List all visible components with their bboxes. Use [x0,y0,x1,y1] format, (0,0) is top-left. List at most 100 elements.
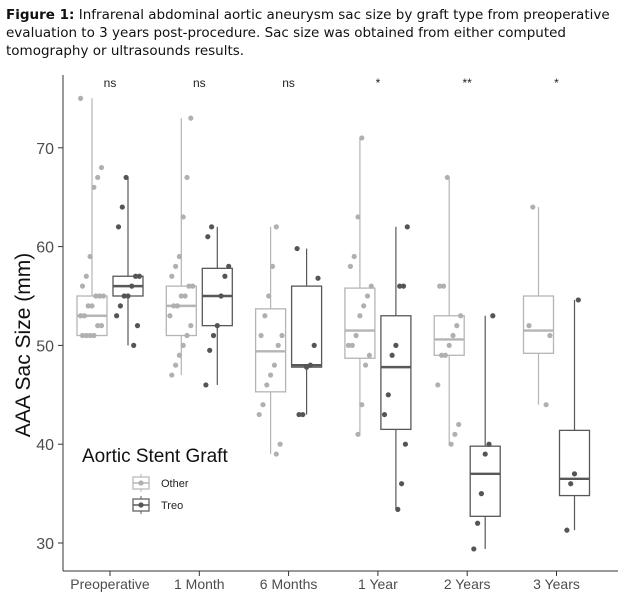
data-point-treo [129,283,135,289]
data-point-other [188,323,194,329]
data-point-other [97,293,103,299]
data-point-treo [304,364,310,370]
data-point-other [353,332,359,339]
data-point-treo [125,293,131,299]
box-other [254,226,287,455]
legend-entry-label: Treo [161,500,183,512]
legend-entry-other: Other [132,474,189,492]
data-point-other [190,283,196,289]
data-point-treo [296,411,302,418]
data-point-other [440,283,447,289]
data-point-other [359,402,365,408]
data-point-other [264,382,270,388]
data-point-other [359,135,365,141]
data-point-other [269,263,276,269]
data-point-treo [222,273,228,279]
box-treo [469,315,501,549]
data-point-other [444,174,450,181]
data-point-other [349,342,355,348]
boxes-layer [76,98,591,549]
data-point-other [275,342,281,348]
data-point-treo [471,546,477,552]
data-point-treo [294,245,300,252]
points-layer [78,95,581,552]
data-point-other [279,332,285,339]
significance-label: ** [463,76,473,90]
box-iqr [558,429,591,497]
data-point-treo [315,275,321,281]
x-tick-label: 1 Year [358,576,398,592]
data-point-other [180,342,186,348]
data-point-other [176,352,182,358]
data-point-other [98,323,105,329]
data-point-other [182,293,188,299]
box-treo [290,248,323,415]
data-point-other [173,263,179,269]
data-point-treo [395,506,401,513]
figure-label: Figure 1: [6,7,75,23]
data-point-other [85,303,91,309]
data-point-other [83,332,89,339]
data-point-other [543,402,549,408]
data-point-treo [399,481,405,487]
box-treo [201,226,233,385]
data-point-other [351,253,357,260]
data-point-other [530,204,536,210]
data-point-treo [475,520,481,526]
box-treo [380,226,412,510]
data-point-other [268,372,274,378]
data-point-other [368,283,374,289]
data-point-other [273,224,279,230]
caption-text: Infrarenal abdominal aortic aneurysm sac… [6,7,610,59]
data-point-other [169,273,175,279]
data-point-other [98,164,105,171]
data-point-other [171,303,177,309]
data-point-other [266,293,272,299]
figure-caption: Figure 1: Infrarenal abdominal aortic an… [6,6,636,60]
box-iqr [469,445,501,517]
data-point-other [450,332,456,339]
data-point-other [95,174,101,181]
data-point-other [95,323,101,329]
data-point-treo [381,411,388,418]
data-point-treo [486,441,492,447]
data-point-other [91,332,97,339]
data-point-other [347,263,353,269]
data-point-treo [226,263,232,269]
data-point-other [169,372,175,378]
data-point-other [83,273,89,279]
data-point-other [89,303,95,309]
y-tick-label: 30 [36,536,54,553]
data-point-other [173,362,179,368]
data-point-other [258,332,264,339]
data-point-other [363,362,369,368]
significance-label: * [554,76,559,90]
data-point-other [456,421,462,428]
data-point-other [260,402,266,408]
data-point-treo [482,451,488,457]
data-point-treo [490,313,496,319]
data-point-treo [397,283,403,289]
data-point-treo [385,392,391,398]
significance-label: ns [282,76,295,90]
data-point-other [184,174,190,181]
data-point-other [188,115,194,121]
data-point-other [81,313,87,319]
y-tick-label: 40 [36,437,54,454]
legend-title: Aortic Stent Graft [82,446,228,467]
x-tick-label: 2 Years [444,576,491,592]
data-point-treo [209,224,215,230]
data-point-other [366,352,372,358]
axes: 30 40 50 60 70 Preoperative 1 Month 6 Months 1 Y… [36,75,618,592]
data-point-other [439,352,445,358]
box-treo [558,299,591,531]
data-point-treo [134,323,141,329]
legend-key-point [138,480,144,486]
data-point-treo [214,323,220,329]
data-point-other [180,214,186,220]
legend-entry-label: Other [161,478,189,490]
y-tick-label: 60 [36,240,54,257]
significance-label: * [376,76,381,90]
box-treo [112,177,144,346]
